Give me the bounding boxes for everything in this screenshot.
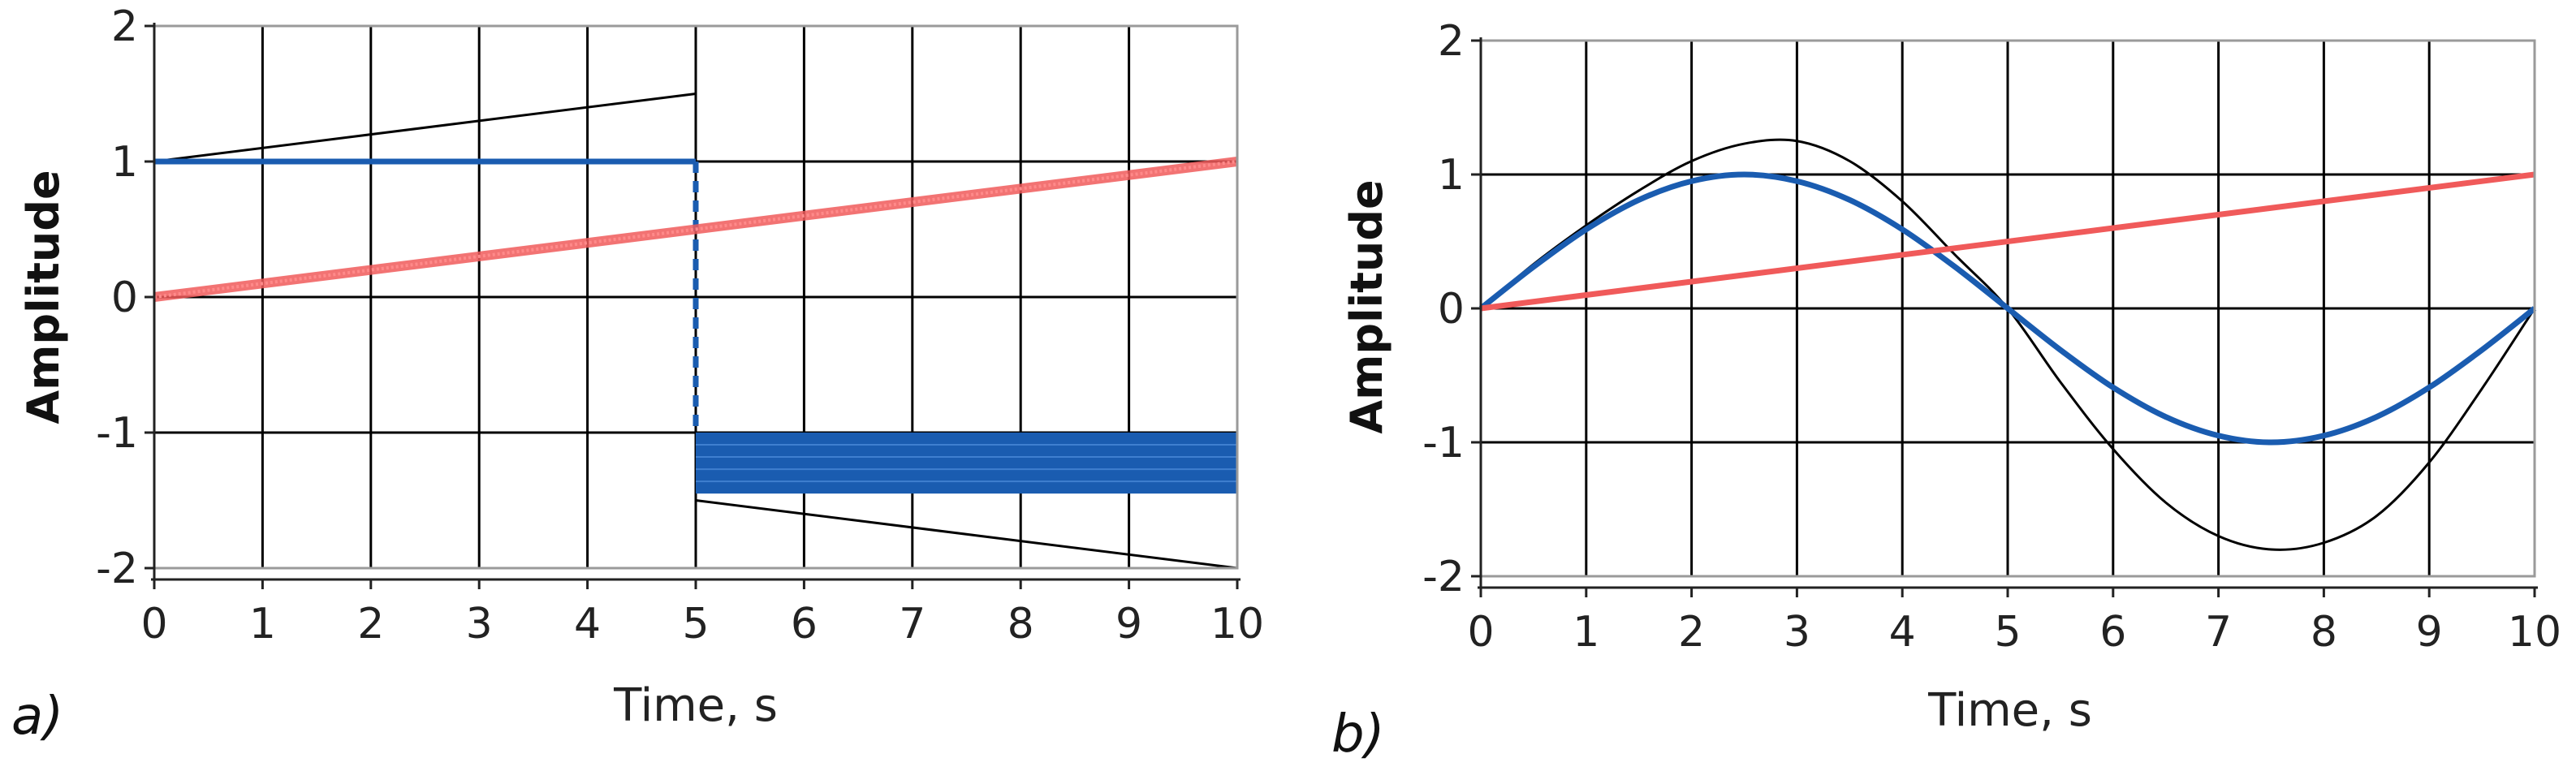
series-line-a-0-1 <box>695 499 1238 570</box>
x-tick-label-b-4: 4 <box>1889 608 1916 657</box>
y-axis-label-a: Amplitude <box>18 170 69 424</box>
x-tick-label-b-6: 6 <box>2099 608 2126 657</box>
x-tick-label-a-8: 8 <box>1008 600 1034 648</box>
series-noise-a-2 <box>153 160 1238 299</box>
x-tick-label-b-2: 2 <box>1678 608 1705 657</box>
x-tick-label-b-1: 1 <box>1573 608 1599 657</box>
y-tick-label-b-0: 0 <box>1438 285 1465 334</box>
y-tick-label-a--1: -1 <box>96 409 138 458</box>
x-tick-label-b-10: 10 <box>2508 608 2561 657</box>
panel-label-b: b) <box>1331 704 1385 765</box>
series-line-b-1 <box>1478 171 2537 446</box>
x-tick-label-a-4: 4 <box>574 600 601 648</box>
series-line-a-0-0 <box>153 93 697 163</box>
y-axis-label-b: Amplitude <box>1341 179 1392 433</box>
x-tick-label-a-1: 1 <box>249 600 276 648</box>
x-tick-label-a-2: 2 <box>357 600 384 648</box>
series-band-a-1 <box>696 433 1237 494</box>
x-tick-label-b-7: 7 <box>2205 608 2232 657</box>
y-tick-label-b--1: -1 <box>1422 419 1465 467</box>
x-tick-label-b-3: 3 <box>1784 608 1810 657</box>
x-tick-label-a-7: 7 <box>899 600 926 648</box>
x-tick-label-b-8: 8 <box>2311 608 2337 657</box>
y-tick-label-b--2: -2 <box>1422 553 1465 601</box>
x-tick-label-a-6: 6 <box>791 600 818 648</box>
y-tick-label-b-1: 1 <box>1438 151 1465 200</box>
x-tick-label-b-5: 5 <box>1994 608 2021 657</box>
x-tick-label-a-10: 10 <box>1210 600 1264 648</box>
y-tick-label-a--2: -2 <box>96 545 138 593</box>
series-line-b-0 <box>1480 138 2536 551</box>
y-tick-label-b-2: 2 <box>1438 17 1465 66</box>
x-tick-label-a-9: 9 <box>1115 600 1142 648</box>
x-axis-label-b: Time, s <box>1927 684 2092 737</box>
x-tick-label-a-3: 3 <box>466 600 493 648</box>
series-line-b-2 <box>1480 171 2535 312</box>
x-tick-label-b-0: 0 <box>1467 608 1494 657</box>
x-tick-label-b-9: 9 <box>2416 608 2443 657</box>
x-tick-label-a-0: 0 <box>140 600 167 648</box>
y-tick-label-a-0: 0 <box>111 274 138 322</box>
x-axis-label-a: Time, s <box>613 679 778 732</box>
panel-label-a: a) <box>11 687 63 747</box>
x-tick-label-a-5: 5 <box>682 600 709 648</box>
y-tick-label-a-1: 1 <box>111 138 138 187</box>
y-tick-label-a-2: 2 <box>111 2 138 51</box>
